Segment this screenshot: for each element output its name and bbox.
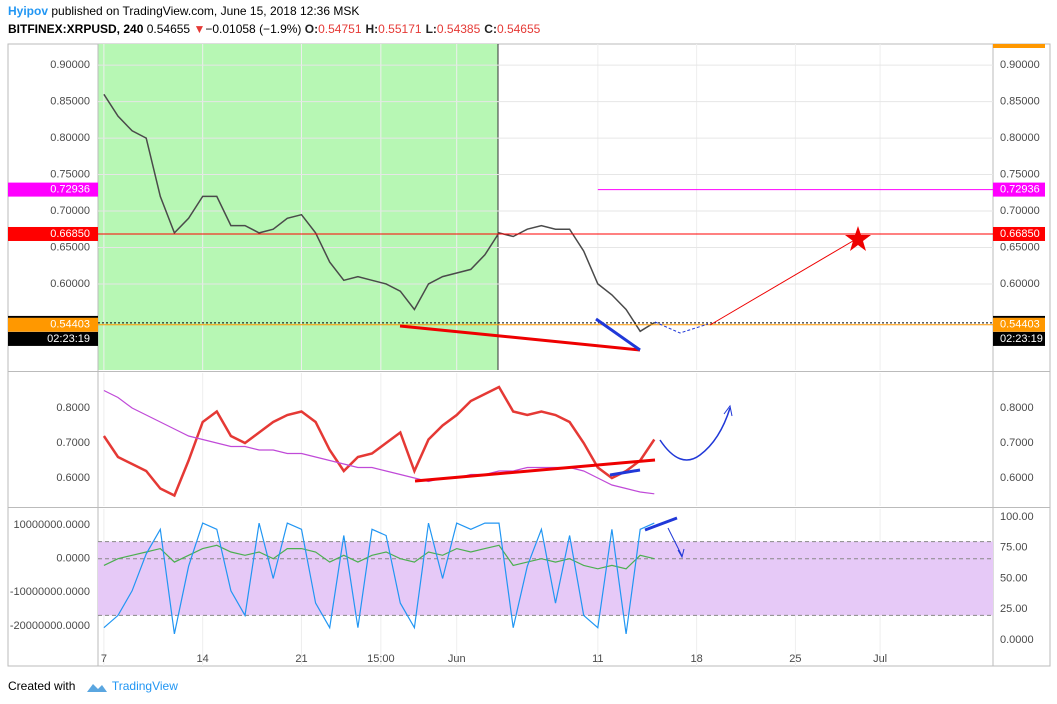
ohlc-value: 0.54655 [496, 22, 541, 36]
projection [659, 407, 731, 461]
published: published on TradingView.com, June 15, 2… [51, 4, 360, 18]
y-tick-label-right: 0.85000 [1000, 96, 1040, 108]
series-line [102, 385, 656, 498]
trendline [399, 324, 641, 352]
created: Created with [8, 679, 76, 693]
countdown-tag [993, 331, 1045, 346]
x-tick-label: 25 [789, 653, 801, 665]
y-tick-label: 0.80000 [50, 132, 90, 144]
ohlc: O:0.54751 H:0.55171 L:0.54385 C:0.54655 [305, 22, 545, 36]
y-tick-label: -10000000.0000 [10, 586, 90, 598]
axis-marker [993, 44, 1045, 48]
price-tag-label: 0.54403 [50, 319, 90, 331]
header-line2: BITFINEX:XRPUSD, 240 0.54655 ▼−0.01058 (… [8, 22, 544, 36]
target-star [845, 226, 871, 251]
y-tick-label: 0.8000 [56, 402, 90, 414]
price-tag [8, 226, 98, 241]
y-tick-label-right: 0.80000 [1000, 132, 1040, 144]
y2-tick-label: 50.00 [1000, 572, 1028, 584]
x-tick-label: 18 [691, 653, 703, 665]
trendline [595, 317, 641, 352]
last: 0.54655 [146, 22, 191, 36]
series-line [103, 544, 655, 570]
y-tick-label-right: 0.8000 [1000, 402, 1034, 414]
y2-tick-label: 25.00 [1000, 603, 1028, 615]
arrowhead [723, 404, 733, 417]
x-tick-label: 14 [197, 653, 209, 665]
price-tag-label: 0.72936 [50, 184, 90, 196]
y-tick-label: 0.65000 [50, 241, 90, 253]
y-tick-label: 0.85000 [50, 96, 90, 108]
y-tick-label: -20000000.0000 [10, 620, 90, 632]
y-tick-label: 0.90000 [50, 59, 90, 71]
countdown-tag [8, 331, 98, 346]
trendline [414, 458, 656, 483]
x-tick-label: 15:00 [367, 653, 395, 665]
x-tick-label: 11 [592, 653, 603, 665]
change: −0.01058 (−1.9%) [205, 22, 302, 36]
series-line [103, 93, 655, 333]
series-line [103, 389, 655, 495]
y-tick-label-right: 0.60000 [1000, 278, 1040, 290]
price-tag [993, 317, 1045, 332]
annotations [399, 226, 871, 559]
countdown: 02:23:19 [1000, 333, 1043, 345]
x-tick-label: 7 [101, 653, 107, 665]
arrow: ▼ [193, 22, 206, 36]
y2-tick-label: 0.0000 [1000, 634, 1034, 646]
y-tick-label: 0.7000 [56, 437, 90, 449]
y-tick-label-right: 0.65000 [1000, 241, 1040, 253]
y-tick-label-right: 0.90000 [1000, 59, 1040, 71]
price-tag-label: 0.66850 [1000, 228, 1040, 240]
footer: Created with TradingView [8, 679, 178, 694]
trendline [644, 516, 678, 532]
ohlc-key: H: [365, 22, 379, 36]
y-tick-label: 0.6000 [56, 472, 90, 484]
y-tick-label-right: 0.6000 [1000, 472, 1034, 484]
price-tag-label: 0.72936 [1000, 184, 1040, 196]
x-tick-label: Jun [448, 653, 466, 665]
y2-tick-label: 100.00 [1000, 511, 1034, 523]
y-tick-label-right: 0.75000 [1000, 168, 1040, 180]
price-tag [8, 182, 98, 197]
series-line [103, 522, 655, 635]
countdown: 02:23:19 [47, 333, 90, 345]
ohlc-value: 0.54385 [436, 22, 481, 36]
ohlc-key: L: [425, 22, 437, 36]
y-tick-label-right: 0.7000 [1000, 437, 1034, 449]
logo [86, 683, 107, 692]
y2-tick-label: 75.00 [1000, 542, 1028, 554]
symbol: BITFINEX:XRPUSD, 240 [8, 22, 144, 36]
author[interactable]: Hyipov [8, 4, 49, 18]
y-tick-label: 0.75000 [50, 168, 90, 180]
price-tag [993, 226, 1045, 241]
y-tick-label: 0.70000 [50, 205, 90, 217]
ohlc-value: 0.55171 [378, 22, 422, 36]
y-tick-label: 0.0000 [56, 553, 90, 565]
price-tag [8, 317, 98, 332]
header-line1: Hyipov published on TradingView.com, Jun… [8, 4, 359, 18]
target-line [709, 237, 859, 326]
price-tag [993, 182, 1045, 197]
price-tag-label: 0.54403 [1000, 319, 1040, 331]
frame [7, 43, 1051, 667]
ohlc-value: 0.54751 [318, 22, 362, 36]
trendline [609, 468, 641, 477]
x-tick-label: 21 [295, 653, 307, 665]
y-tick-label: 0.60000 [50, 278, 90, 290]
ohlc-key: O: [304, 22, 319, 36]
brand[interactable]: TradingView [111, 679, 178, 693]
projection [654, 321, 709, 334]
highlight-zone [98, 44, 498, 370]
y-tick-label-right: 0.70000 [1000, 205, 1040, 217]
x-tick-label: Jul [873, 653, 887, 665]
price-tag-label: 0.66850 [50, 228, 90, 240]
ohlc-key: C: [484, 22, 497, 36]
y-tick-label: 10000000.0000 [14, 519, 90, 531]
projection [667, 527, 685, 559]
